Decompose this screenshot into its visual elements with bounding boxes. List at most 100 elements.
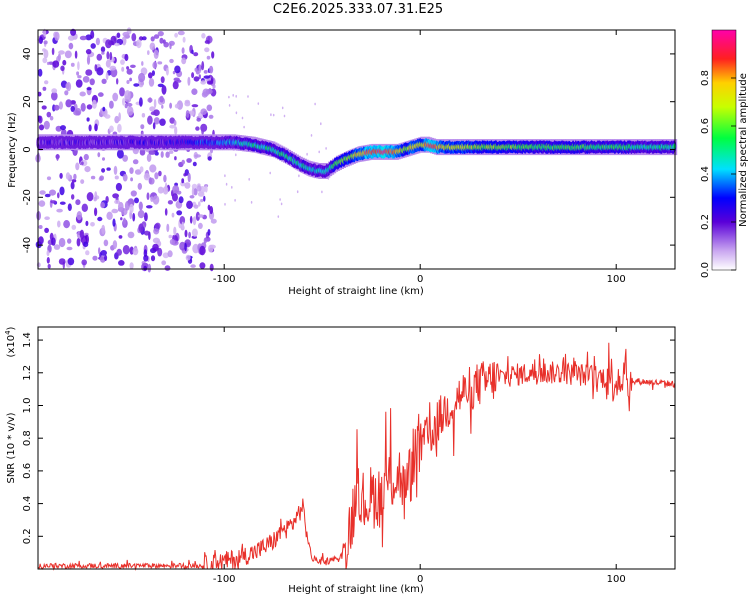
- spectrogram-noise-blob: [173, 120, 177, 126]
- spectrogram-noise-blob: [137, 210, 145, 219]
- spectrogram-noise-blob: [159, 118, 166, 126]
- colorbar-tick-label: 0.6: [700, 118, 711, 134]
- spectrogram-noise-blob: [224, 174, 226, 178]
- spectrogram-noise-blob: [231, 185, 233, 189]
- spectrogram-noise-blob: [86, 192, 94, 202]
- spectrogram-noise-blob: [60, 125, 66, 131]
- spectrogram-noise-blob: [189, 195, 195, 199]
- spectrogram-noise-blob: [127, 200, 132, 204]
- spectrogram-noise-blob: [248, 177, 250, 181]
- snr-ytick-label: 1.2: [22, 365, 33, 381]
- spectrogram-noise-blob: [114, 175, 119, 180]
- spectrogram-noise-blob: [228, 104, 231, 107]
- spectrogram-noise-blob: [144, 212, 148, 222]
- spectrogram-noise-blob: [36, 211, 41, 221]
- spectrogram-noise-blob: [38, 115, 43, 124]
- spectrogram-noise-blob: [157, 247, 163, 257]
- spectrogram-noise-blob: [90, 43, 96, 49]
- spectrogram-noise-blob: [140, 81, 145, 86]
- spectrogram-noise-blob: [67, 203, 72, 211]
- spectrogram-noise-blob: [76, 237, 81, 247]
- spectrogram-noise-blob: [119, 87, 125, 97]
- spectrogram-xtick-label: 100: [607, 274, 626, 285]
- spectrogram-noise-blob: [44, 216, 50, 220]
- spectrogram-noise-blob: [68, 42, 74, 50]
- spectrogram-xlabel: Height of straight line (km): [288, 286, 424, 297]
- spectrogram-noise-blob: [126, 102, 133, 107]
- spectrogram-noise-blob: [174, 126, 178, 135]
- spectrogram-noise-blob: [124, 201, 130, 211]
- spectrogram-noise-blob: [109, 51, 113, 61]
- spectrogram-noise-blob: [167, 250, 173, 258]
- spectrogram-noise-blob: [96, 67, 104, 76]
- spectrogram-noise-blob: [191, 88, 198, 95]
- spectrogram-noise-blob: [46, 111, 52, 118]
- spectrogram-noise-blob: [97, 152, 101, 158]
- spectrogram-noise-blob: [318, 150, 321, 154]
- spectrogram-noise-blob: [325, 147, 327, 150]
- spectrogram-noise-blob: [150, 111, 157, 116]
- spectrogram-noise-blob: [148, 72, 153, 79]
- spectrogram-noise-blob: [120, 59, 125, 65]
- spectrogram-noise-blob: [269, 171, 272, 175]
- spectrogram-noise-blob: [153, 34, 160, 39]
- spectrogram-noise-blob: [118, 260, 125, 266]
- spectrogram-noise-blob: [192, 161, 197, 167]
- spectrogram-noise-blob: [71, 224, 77, 230]
- spectrogram-noise-blob: [177, 30, 185, 36]
- spectrogram-noise-blob: [104, 114, 111, 119]
- spectrogram-noise-blob: [174, 103, 180, 109]
- spectrogram-noise-blob: [204, 185, 208, 193]
- spectrogram-noise-blob: [109, 65, 117, 71]
- spectrogram-noise-blob: [161, 260, 167, 266]
- spectrogram-noise-blob: [46, 250, 50, 257]
- spectrogram-noise-blob: [191, 72, 195, 79]
- spectrogram-noise-blob: [79, 91, 86, 97]
- snr-ytick-label: 1.4: [22, 332, 33, 348]
- spectrogram-noise-blob: [171, 212, 175, 218]
- spectrogram-noise-blob: [122, 245, 130, 255]
- spectrogram-noise-blob: [75, 199, 81, 206]
- spectrogram-noise-blob: [203, 195, 206, 202]
- spectrogram-noise-blob: [241, 116, 244, 120]
- figure-title: C2E6.2025.333.07.31.E25: [273, 2, 443, 17]
- spectrogram-noise-blob: [112, 218, 116, 227]
- spectrogram-noise-blob: [152, 243, 159, 252]
- spectrogram-noise-blob: [200, 80, 207, 85]
- spectrogram-ytick-label: 0: [22, 146, 33, 152]
- spectrogram-noise-blob: [203, 70, 208, 74]
- spectrogram-noise-blob: [310, 134, 313, 137]
- snr-ytick-label: 0.2: [22, 528, 33, 544]
- spectrogram-noise-blob: [168, 150, 174, 154]
- colorbar-tick-label: 0.8: [700, 70, 711, 86]
- colorbar-tick-label: 0.4: [700, 166, 711, 182]
- spectrogram-noise-blob: [86, 104, 93, 110]
- spectrogram-noise-blob: [132, 212, 136, 222]
- spectrogram-noise-blob: [197, 214, 204, 218]
- spectrogram-noise-blob: [191, 49, 194, 55]
- snr-multiplier-close: ): [6, 326, 17, 330]
- spectrogram-noise-blob: [201, 33, 206, 39]
- spectrogram-noise-blob: [137, 182, 142, 190]
- spectrogram-noise-blob: [121, 66, 125, 72]
- spectrogram-noise-blob: [126, 106, 134, 116]
- spectrogram-noise-blob: [146, 205, 153, 209]
- spectrogram-noise-blob: [77, 61, 80, 71]
- spectrogram-noise-blob: [83, 241, 89, 248]
- spectrogram-noise-blob: [159, 95, 164, 103]
- spectrogram-noise-blob: [198, 64, 202, 74]
- spectrogram-noise-blob: [101, 224, 106, 235]
- spectrogram-noise-blob: [90, 175, 96, 180]
- spectrogram-noise-blob: [321, 190, 323, 194]
- spectrogram-noise-blob: [70, 105, 75, 112]
- spectrogram-noise-blob: [147, 115, 153, 125]
- snr-series-line: [37, 342, 676, 571]
- spectrogram-noise-blob: [194, 154, 202, 158]
- spectrogram-noise-blob: [122, 173, 128, 182]
- colorbar-frame: [711, 29, 737, 271]
- spectrogram-noise-blob: [199, 245, 206, 256]
- spectrogram-noise-blob: [102, 106, 106, 112]
- spectrogram-noise-blob: [52, 60, 60, 68]
- spectrogram-noise-blob: [86, 55, 91, 65]
- spectrogram-noise-blob: [90, 222, 95, 227]
